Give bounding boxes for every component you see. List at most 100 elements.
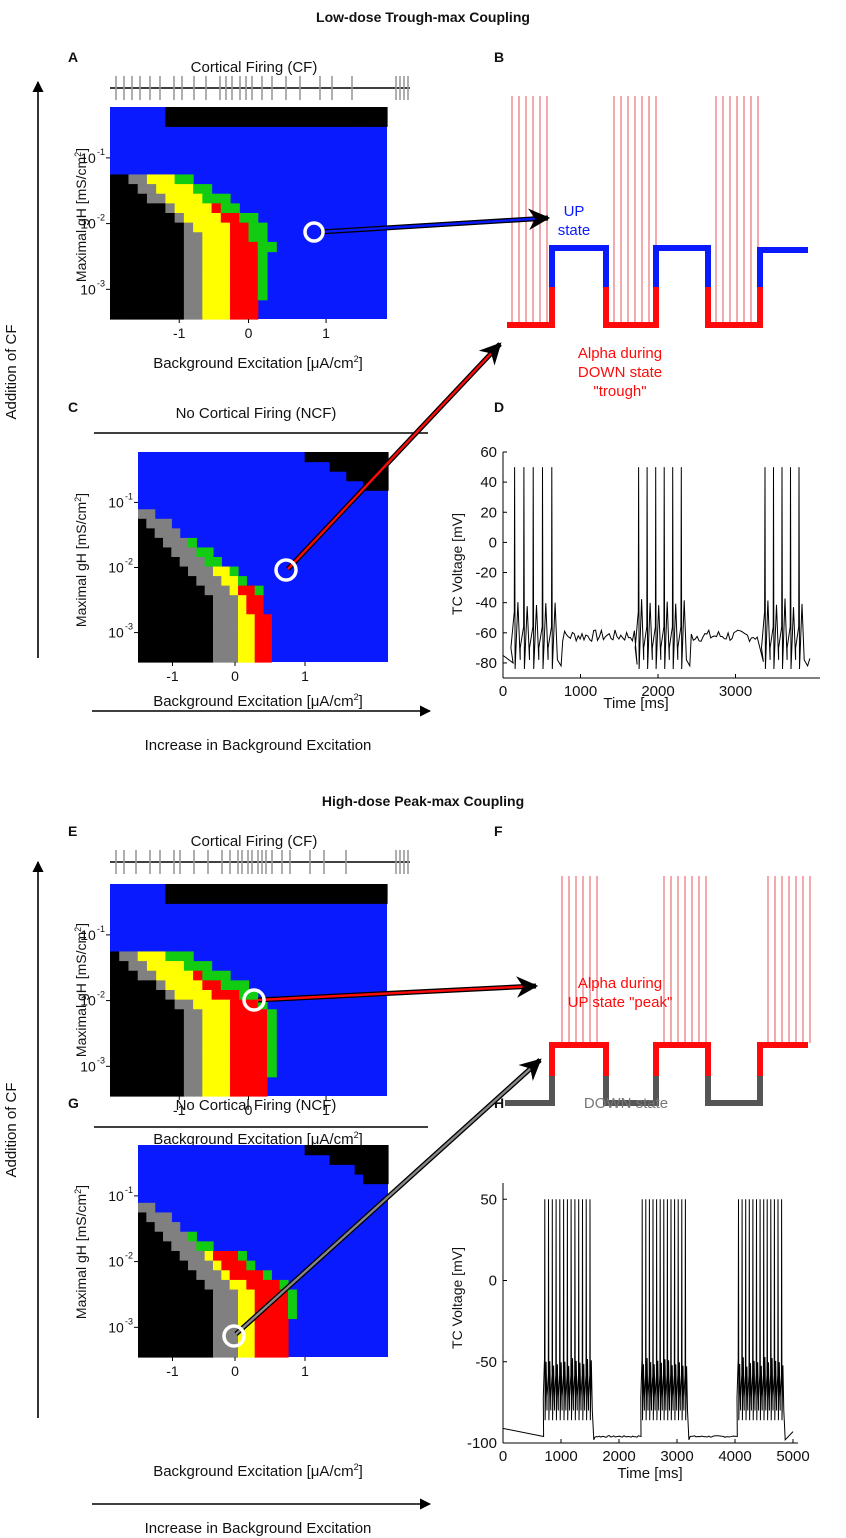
map-g-cell xyxy=(163,1260,172,1271)
map-e-cell xyxy=(285,884,296,895)
map-g-cell xyxy=(163,1289,172,1300)
map-g-cell xyxy=(154,1328,164,1339)
map-e-cell xyxy=(146,1086,157,1097)
x-tick-label: 1 xyxy=(322,1102,330,1118)
map-c-cell xyxy=(171,623,181,634)
map-g-cell xyxy=(138,1222,147,1233)
map-e-cell xyxy=(239,1086,250,1097)
map-c-cell xyxy=(254,642,264,654)
map-e-cell xyxy=(174,1038,185,1049)
map-c-cell xyxy=(238,604,247,615)
trace-y-tick-label: -50 xyxy=(475,1354,497,1371)
map-c-cell xyxy=(213,604,222,615)
map-e-cell xyxy=(248,999,259,1010)
map-a-cell xyxy=(137,222,148,233)
map-c-cell xyxy=(154,642,164,654)
map-g-cell xyxy=(279,1347,289,1358)
map-a-cell xyxy=(230,107,240,118)
map-g-cell xyxy=(354,1164,364,1175)
map-c-cell xyxy=(246,595,256,606)
schematic-state-segment xyxy=(507,287,555,328)
map-e-cell xyxy=(202,1057,213,1068)
map-e-cell xyxy=(193,1067,203,1078)
map-c-cell xyxy=(138,585,147,596)
map-e-cell xyxy=(165,1076,176,1087)
map-e-cell xyxy=(377,893,388,904)
map-a-cell xyxy=(202,299,213,310)
map-e-cell xyxy=(156,1038,166,1049)
map-a-cell xyxy=(137,251,148,262)
map-g-cell xyxy=(188,1251,197,1262)
map-e-cell xyxy=(156,1057,166,1068)
map-g-cell xyxy=(179,1241,189,1252)
map-a-cell xyxy=(202,184,213,195)
map-g-cell xyxy=(163,1241,172,1252)
map-g-cell xyxy=(179,1260,189,1271)
map-c-cell xyxy=(138,518,147,529)
map-g-cell xyxy=(146,1279,156,1291)
map-a-cell xyxy=(110,241,120,253)
map-g-cell xyxy=(213,1347,222,1358)
schematic-state-segment xyxy=(757,1042,808,1076)
map-a-cell xyxy=(377,116,388,127)
map-a-cell xyxy=(220,280,231,291)
map-c-cell xyxy=(154,547,164,558)
map-a-cell xyxy=(193,203,203,214)
map-a-cell xyxy=(211,116,222,127)
x-axis-label-a: Background Excitation [μA/cm2] xyxy=(153,354,363,372)
map-g-cell xyxy=(171,1289,181,1300)
map-c-cell xyxy=(179,623,189,634)
map-g-cell xyxy=(379,1154,389,1165)
map-a-cell xyxy=(340,116,351,127)
map-g-cell xyxy=(196,1328,206,1339)
map-e-cell xyxy=(211,1067,222,1078)
map-g-cell xyxy=(171,1279,181,1291)
map-a-cell xyxy=(146,174,157,185)
map-g-cell xyxy=(138,1212,147,1223)
map-a-cell xyxy=(202,116,213,127)
map-e-cell xyxy=(248,893,259,904)
map-g-cell xyxy=(196,1279,206,1291)
map-e-cell xyxy=(313,884,323,895)
map-e-cell xyxy=(137,1076,148,1087)
map-e-cell xyxy=(202,893,213,904)
map-a-cell xyxy=(239,107,250,118)
map-e-cell xyxy=(350,893,360,904)
map-e-cell xyxy=(193,1018,203,1030)
map-a-cell xyxy=(211,232,222,243)
map-a-cell xyxy=(165,184,176,195)
map-e-cell xyxy=(220,1086,231,1097)
map-e-cell xyxy=(137,1038,148,1049)
map-e-cell xyxy=(119,1067,130,1078)
map-a-cell xyxy=(128,193,139,204)
ticks-a: 10-110-210 -3-1 0 1 xyxy=(80,147,330,341)
map-g-cell xyxy=(204,1279,214,1291)
map-e-cell xyxy=(266,1057,277,1068)
map-a-cell xyxy=(257,270,268,282)
map-e-cell xyxy=(257,1018,268,1030)
map-e-cell xyxy=(119,1009,130,1020)
map-g-cell xyxy=(379,1145,389,1156)
map-c-cell xyxy=(246,623,256,634)
map-e-cell xyxy=(128,961,139,972)
map-c-cell xyxy=(138,537,147,549)
map-a-cell xyxy=(183,213,194,224)
ticks-e: 10-110-210 -3-1 0 1 xyxy=(80,924,330,1118)
x-axis-label-d: Time [ms] xyxy=(603,695,668,712)
map-g-cell xyxy=(179,1308,189,1320)
map-e-cell xyxy=(110,1057,120,1068)
map-c-cell xyxy=(188,623,197,634)
map-g-cell xyxy=(263,1337,272,1348)
arrow-c-to-b xyxy=(286,342,502,571)
map-c-cell xyxy=(163,528,172,539)
map-e-cell xyxy=(165,1067,176,1078)
map-e-cell xyxy=(146,1047,157,1059)
trace-y-tick-label: 50 xyxy=(480,1191,497,1208)
map-g-cell xyxy=(279,1279,289,1291)
map-g-cell xyxy=(246,1328,256,1339)
map-a-cell xyxy=(174,107,185,118)
map-a-cell xyxy=(165,203,176,214)
map-a-cell xyxy=(248,107,259,118)
voltage-trace-line xyxy=(502,467,811,670)
map-g-cell xyxy=(371,1164,381,1175)
